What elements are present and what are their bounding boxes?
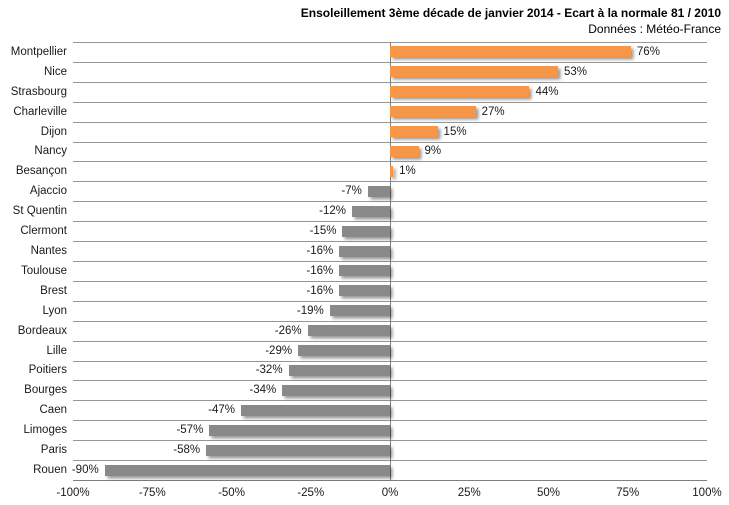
zero-axis-line: [390, 42, 391, 480]
category-label: Dijon: [40, 125, 67, 138]
chart-header: Ensoleillement 3ème décade de janvier 20…: [301, 5, 721, 37]
x-axis-tick-label: 0%: [381, 487, 399, 499]
value-label: 9%: [424, 145, 442, 158]
category-label: Nancy: [34, 145, 67, 158]
value-label: -90%: [71, 464, 99, 477]
category-label: Caen: [39, 404, 68, 417]
negative-bar: [339, 265, 390, 277]
x-axis-tick-label: -25%: [297, 487, 325, 499]
x-axis-tick-label: -75%: [138, 487, 166, 499]
value-label: 15%: [443, 125, 467, 138]
x-axis-tick-label: -100%: [56, 487, 90, 499]
chart-subtitle: Données : Météo-France: [588, 22, 721, 36]
negative-bar: [342, 225, 390, 237]
negative-bar: [241, 404, 390, 416]
category-label: Rouen: [33, 464, 67, 477]
value-label: -47%: [208, 404, 236, 417]
positive-bar: [390, 126, 438, 138]
x-axis-line: [73, 480, 707, 481]
negative-bar: [298, 345, 390, 357]
category-label: Ajaccio: [29, 185, 67, 198]
positive-bar: [390, 66, 558, 78]
negative-bar: [104, 464, 390, 476]
value-label: -7%: [341, 185, 362, 198]
value-label: -12%: [319, 205, 346, 218]
positive-bar: [390, 86, 530, 98]
value-label: 1%: [399, 165, 416, 178]
category-label: St Quentin: [12, 205, 67, 218]
negative-bar: [307, 325, 390, 337]
positive-bar: [390, 165, 394, 177]
category-label: Lille: [46, 344, 67, 357]
category-label: Poitiers: [28, 364, 67, 377]
category-label: Bourges: [24, 384, 67, 397]
negative-bar: [282, 384, 390, 396]
value-label: -16%: [306, 284, 334, 297]
category-label: Lyon: [42, 304, 67, 317]
positive-bar: [390, 146, 419, 157]
negative-bar: [288, 365, 390, 376]
category-label: Bordeaux: [17, 324, 67, 337]
value-label: -16%: [306, 245, 334, 258]
value-label: -32%: [255, 364, 283, 377]
category-label: Toulouse: [20, 264, 67, 277]
value-label: -19%: [296, 304, 324, 317]
value-label: -58%: [173, 444, 201, 457]
negative-bar: [329, 305, 390, 317]
value-label: -15%: [309, 225, 337, 238]
category-label: Montpellier: [10, 45, 67, 58]
x-axis-tick-label: 25%: [457, 487, 481, 499]
negative-bar: [351, 205, 390, 217]
value-label: -16%: [306, 264, 334, 277]
category-label: Besançon: [15, 165, 67, 178]
chart-title: Ensoleillement 3ème décade de janvier 20…: [300, 6, 721, 20]
negative-bar: [367, 185, 390, 197]
value-label: 44%: [535, 85, 559, 98]
category-label: Clermont: [20, 225, 67, 238]
value-label: -29%: [265, 344, 293, 357]
negative-bar: [206, 444, 390, 456]
category-label: Limoges: [23, 424, 67, 437]
negative-bar: [209, 424, 390, 436]
value-label: -26%: [274, 324, 302, 337]
positive-bar: [390, 106, 476, 118]
x-axis-tick-label: 75%: [616, 487, 640, 499]
value-label: -57%: [176, 424, 204, 437]
category-label: Paris: [40, 444, 67, 457]
value-label: 53%: [564, 65, 588, 78]
category-label: Nice: [43, 65, 67, 78]
x-axis-tick-label: -50%: [218, 487, 245, 499]
category-label: Nantes: [30, 245, 67, 258]
value-label: 76%: [636, 45, 660, 58]
value-label: 27%: [481, 105, 505, 118]
positive-bar: [390, 46, 631, 58]
category-label: Strasbourg: [10, 85, 67, 98]
category-label: Brest: [40, 284, 67, 297]
negative-bar: [339, 245, 390, 257]
x-axis-tick-label: 50%: [536, 487, 561, 499]
negative-bar: [339, 285, 390, 297]
plot-area: 76% 53% 44% 27% 15% 9% 1% -7% -12% -15% -16% -16% -1…: [71, 42, 707, 481]
value-label: -34%: [249, 384, 277, 397]
category-label: Charleville: [13, 105, 67, 118]
x-axis-tick-label: 100%: [692, 487, 722, 499]
